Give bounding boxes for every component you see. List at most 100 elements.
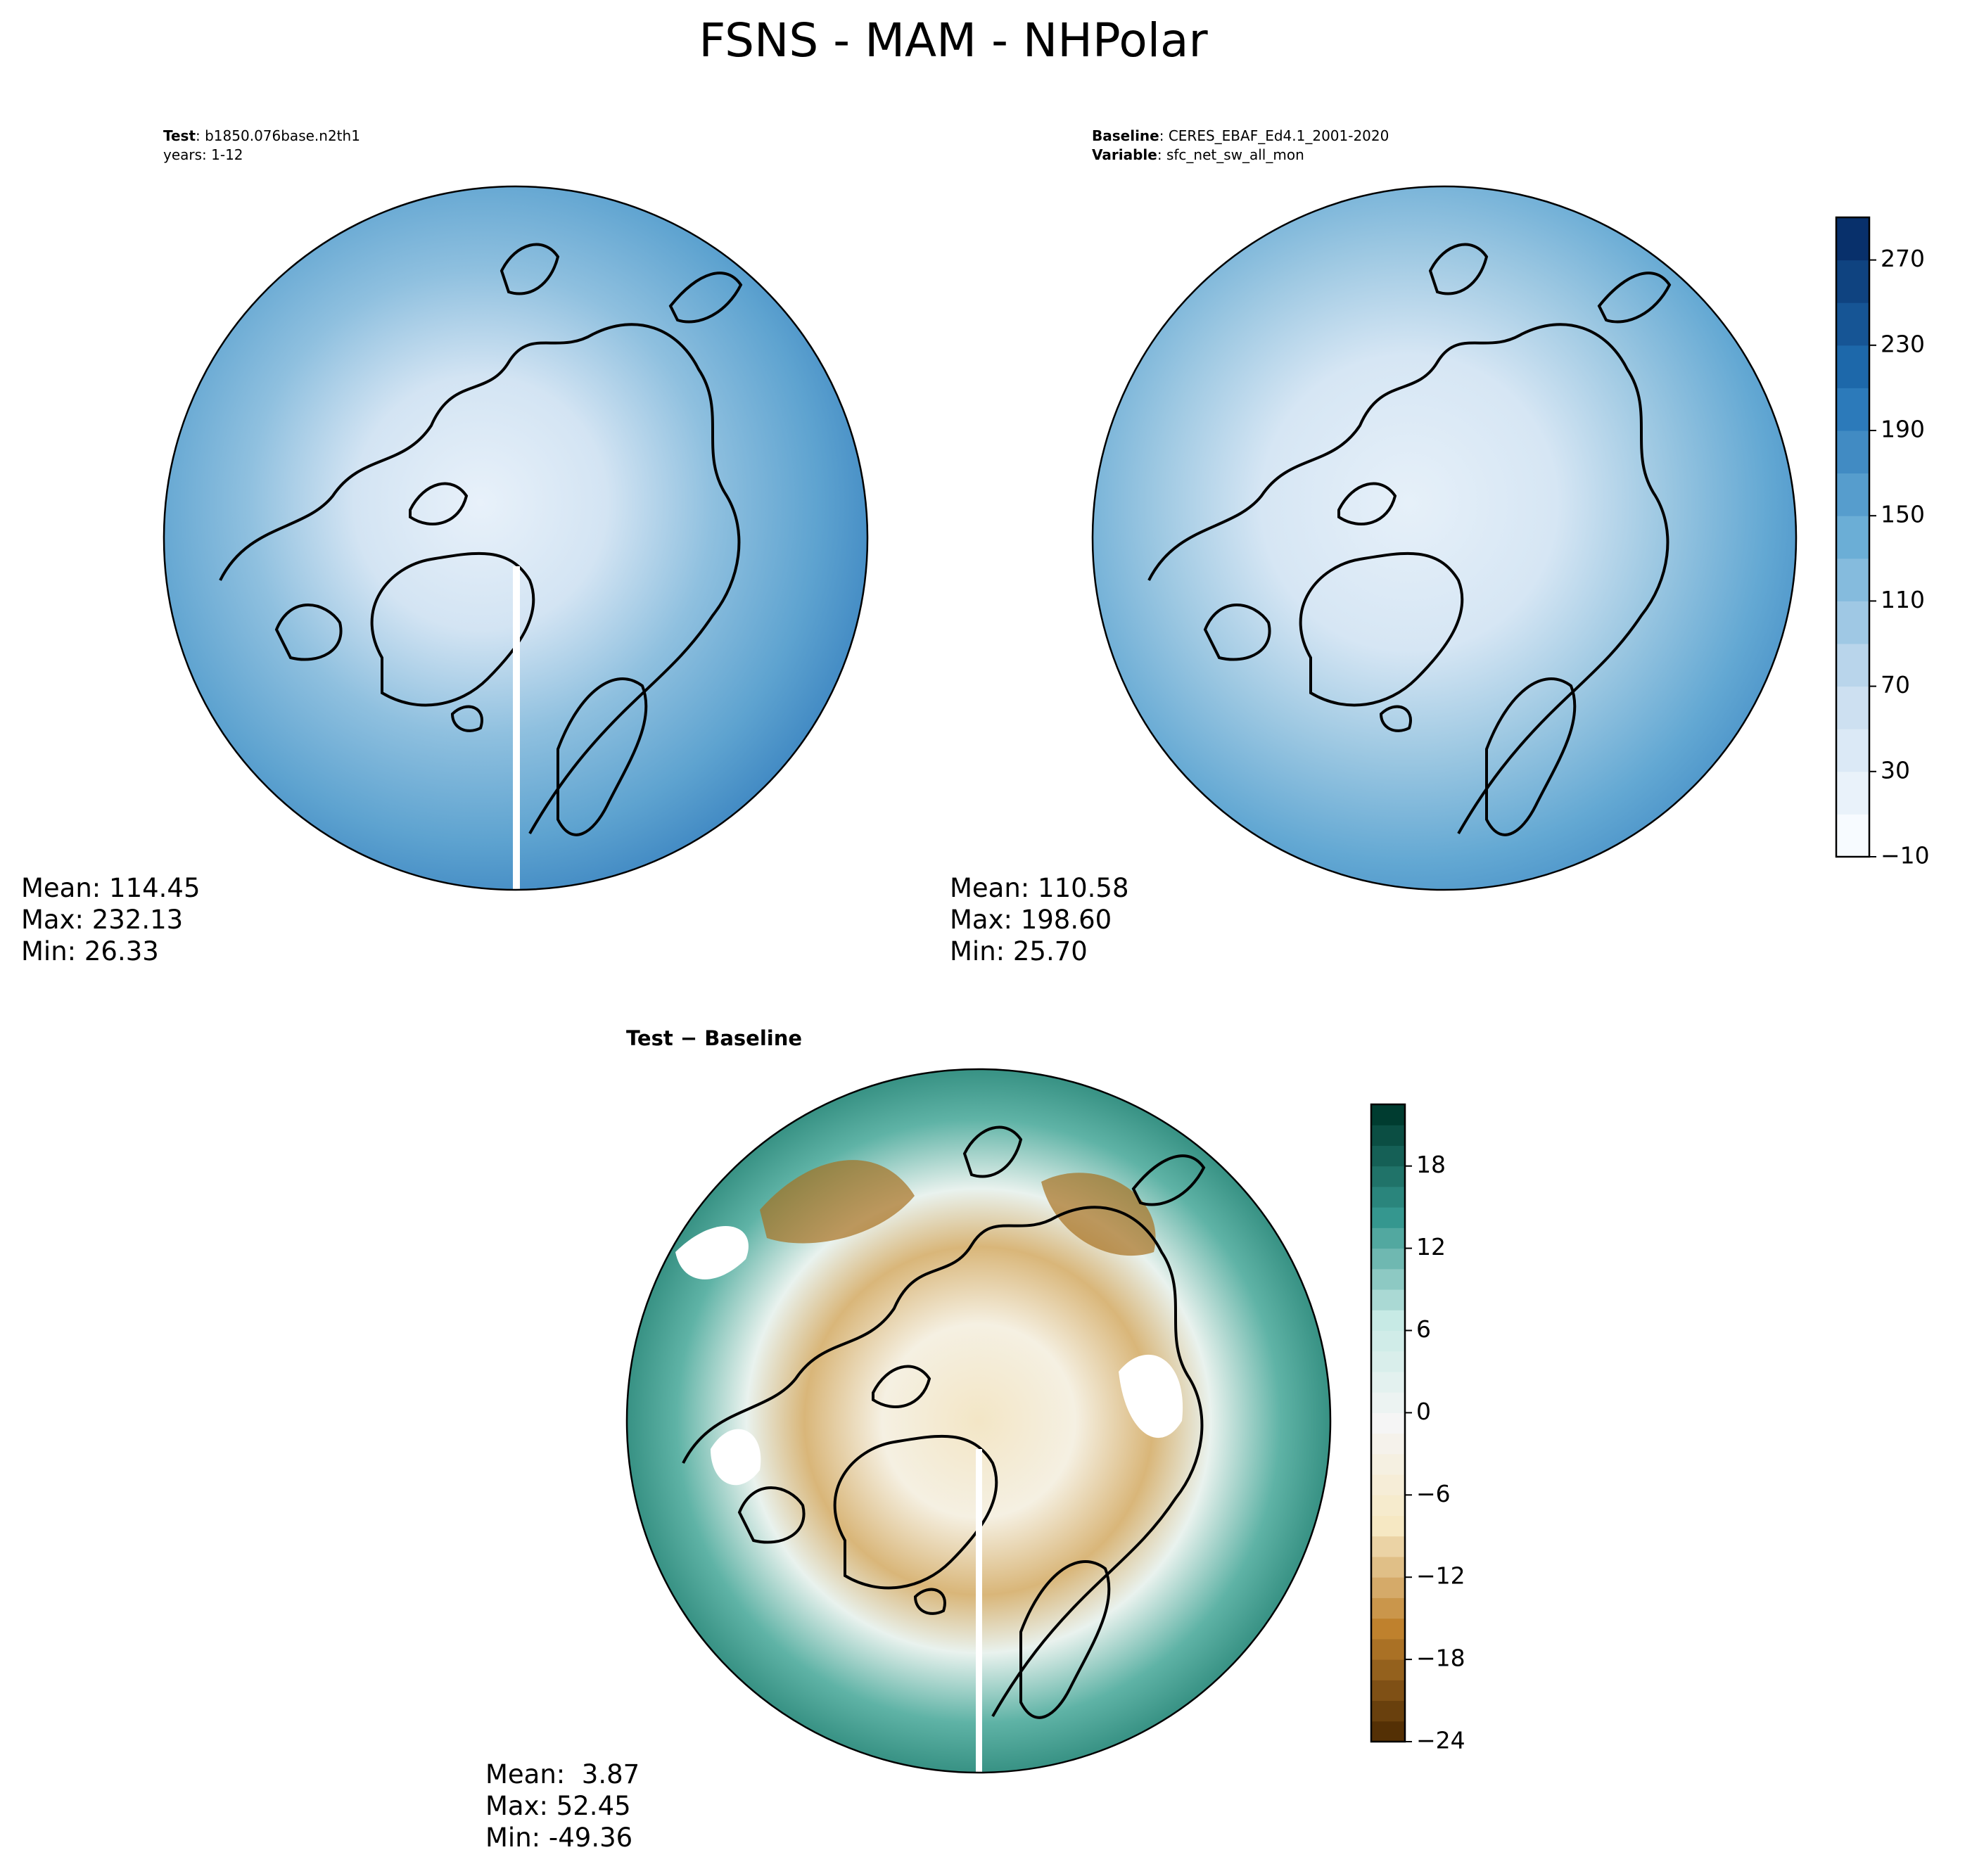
colorbar-band	[1371, 1433, 1405, 1455]
colorbar-tick-label: 12	[1416, 1233, 1446, 1261]
panel-header: Test: b1850.076base.n2th1	[163, 127, 360, 144]
colorbar-frame	[1835, 216, 1871, 858]
colorbar-tick-label: 0	[1416, 1398, 1431, 1425]
map-field	[164, 186, 867, 890]
colorbar-band	[1371, 1597, 1405, 1619]
colorbar-tick-label: 270	[1881, 245, 1925, 272]
colorbar-tick-label: −10	[1881, 842, 1930, 869]
colorbar-band	[1371, 1536, 1405, 1557]
panel-header: Variable: sfc_net_sw_all_mon	[1092, 146, 1304, 163]
map-seam	[976, 1449, 982, 1773]
colorbar-band	[1371, 1145, 1405, 1167]
colorbar-band	[1371, 1577, 1405, 1598]
colorbar-band	[1836, 729, 1869, 772]
colorbar-band	[1836, 814, 1869, 857]
figure-title: FSNS - MAM - NHPolar	[699, 13, 1208, 68]
panel-stat: Min: 26.33	[21, 936, 159, 966]
colorbar-band	[1371, 1638, 1405, 1660]
panel-header: years: 1-12	[163, 146, 243, 163]
colorbar-band	[1371, 1453, 1405, 1475]
map-anomaly	[760, 1160, 915, 1244]
map-field	[1093, 186, 1796, 890]
colorbar-band	[1371, 1104, 1405, 1125]
colorbar-band	[1836, 345, 1869, 388]
colorbar-band	[1836, 686, 1869, 729]
colorbar-band	[1371, 1268, 1405, 1290]
panel-stat: Min: 25.70	[950, 936, 1088, 966]
colorbar-band	[1371, 1351, 1405, 1372]
colorbar-band	[1836, 473, 1869, 516]
colorbar-band	[1836, 260, 1869, 303]
colorbar-band	[1836, 644, 1869, 687]
colorbar-band	[1371, 1207, 1405, 1228]
colorbar-band	[1371, 1680, 1405, 1702]
map-seam	[513, 566, 520, 890]
colorbar-band	[1371, 1330, 1405, 1352]
colorbar-band	[1371, 1700, 1405, 1722]
panel-stat: Max: 232.13	[21, 905, 183, 935]
map-difference	[625, 1068, 1332, 1774]
colorbar-tick-label: 6	[1416, 1315, 1431, 1343]
colorbar-tick-label: 18	[1416, 1151, 1446, 1178]
panel-stat: Min: -49.36	[485, 1823, 632, 1853]
panel-header: Baseline: CERES_EBAF_Ed4.1_2001-2020	[1092, 127, 1389, 144]
colorbar-band	[1371, 1515, 1405, 1537]
map-missing	[1119, 1354, 1183, 1438]
map-baseline	[1091, 185, 1798, 891]
colorbar-band	[1371, 1166, 1405, 1187]
map-border	[163, 185, 869, 891]
colorbar-band	[1371, 1474, 1405, 1495]
colorbar-band	[1836, 302, 1869, 346]
map-test	[163, 185, 869, 891]
colorbar-band	[1371, 1412, 1405, 1434]
map-missing	[675, 1225, 749, 1280]
colorbar-tick-label: 190	[1881, 416, 1925, 443]
panel-stat: Mean: 110.58	[950, 873, 1129, 903]
header-value: years: 1-12	[163, 146, 243, 163]
colorbar-band	[1836, 217, 1869, 261]
colorbar-band	[1371, 1371, 1405, 1393]
panel-stat: Mean: 3.87	[485, 1759, 640, 1789]
colorbar-band	[1836, 516, 1869, 559]
colorbar-band	[1836, 430, 1869, 474]
colorbar-tick-label: 30	[1881, 756, 1910, 784]
panel-stat: Max: 198.60	[950, 905, 1112, 935]
colorbar-band	[1371, 1556, 1405, 1578]
colorbar-tick-label: −18	[1416, 1645, 1465, 1672]
colorbar-tick-label: −24	[1416, 1727, 1465, 1754]
header-value: : CERES_EBAF_Ed4.1_2001-2020	[1159, 127, 1389, 144]
colorbar-tick-label: 230	[1881, 330, 1925, 357]
colorbar-band	[1371, 1392, 1405, 1413]
panel-stat: Max: 52.45	[485, 1791, 631, 1821]
colorbar-band	[1371, 1618, 1405, 1640]
colorbar-frame	[1370, 1103, 1406, 1743]
colorbar-band	[1371, 1721, 1405, 1742]
colorbar-band	[1371, 1125, 1405, 1146]
colorbar-tick-label: 70	[1881, 671, 1910, 698]
header-key: Baseline	[1092, 127, 1159, 144]
colorbar-band	[1371, 1227, 1405, 1249]
colorbar-tick-label: 110	[1881, 586, 1925, 613]
colorbar-band	[1836, 558, 1869, 601]
header-value: : sfc_net_sw_all_mon	[1157, 146, 1304, 163]
colorbar-band	[1371, 1310, 1405, 1331]
colorbar-band	[1371, 1186, 1405, 1208]
header-value: : b1850.076base.n2th1	[196, 127, 360, 144]
colorbar-tick-label: −12	[1416, 1562, 1465, 1590]
panel-header: Test − Baseline	[626, 1026, 802, 1050]
colorbar-band	[1371, 1289, 1405, 1310]
map-anomaly	[1041, 1173, 1156, 1256]
panel-stat: Mean: 114.45	[21, 873, 201, 903]
colorbar-band	[1836, 388, 1869, 431]
colorbar-band	[1836, 601, 1869, 644]
colorbar-band	[1371, 1248, 1405, 1270]
map-border	[1091, 185, 1798, 891]
colorbar-band	[1836, 771, 1869, 815]
colorbar-band	[1371, 1659, 1405, 1680]
colorbar-tick-label: 150	[1881, 501, 1925, 528]
colorbar-tick-label: −6	[1416, 1480, 1451, 1507]
map-missing	[711, 1429, 761, 1486]
colorbar-band	[1371, 1495, 1405, 1517]
